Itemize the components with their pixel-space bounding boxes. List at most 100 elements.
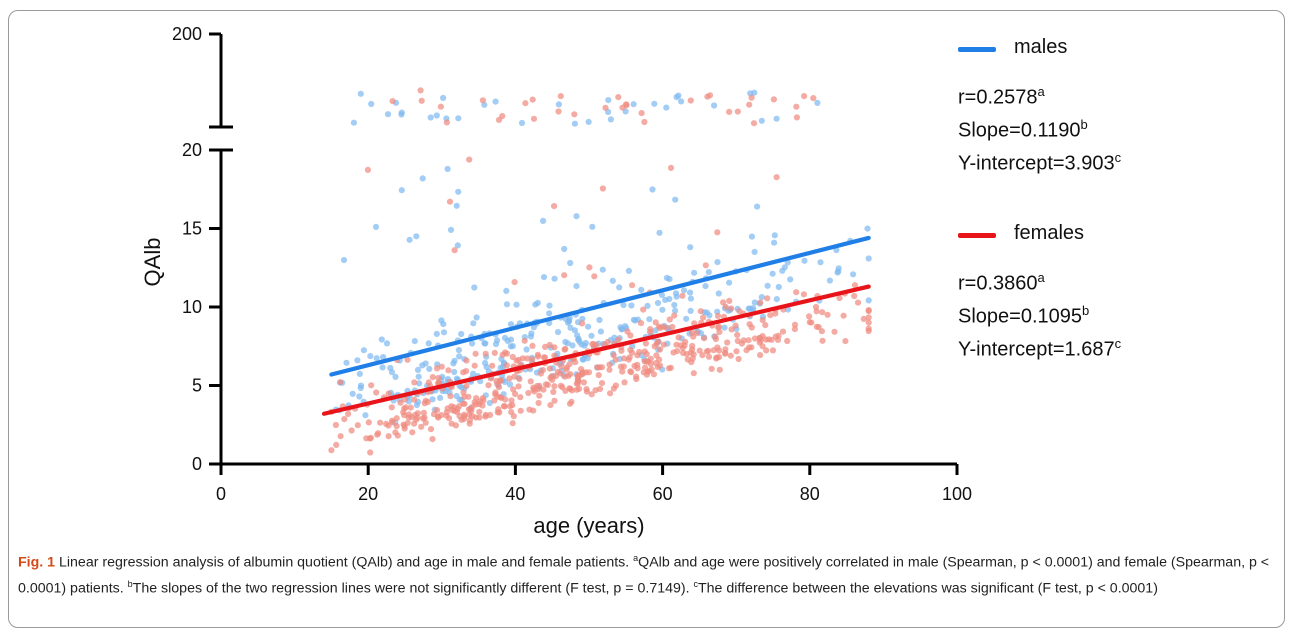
females-point [365,419,372,426]
females-point [772,310,779,317]
males-point [506,381,514,388]
males-outlier-point [673,94,680,101]
females-point [665,365,673,372]
females-point [418,423,425,430]
males-outlier-point [398,109,405,116]
females-point [377,419,384,426]
males-point [561,245,568,253]
females-point [546,365,553,372]
females-point [865,319,872,326]
females-point [411,379,418,386]
females-point [471,362,478,369]
males-point [471,284,478,291]
males-point [589,223,596,230]
males-outlier-point [384,111,392,118]
females-point [759,317,766,324]
males-point [513,301,520,308]
females-regression-line [321,284,871,416]
males-point [437,394,444,401]
males-outlier-point [751,89,758,96]
females-point [793,289,800,296]
females-point [806,313,813,320]
females-point [851,282,859,289]
males-point [599,266,606,273]
males-point [775,283,782,291]
females-point [627,368,634,375]
females-point [819,309,826,316]
males-outlier-point [607,116,615,123]
males-point [486,399,493,407]
males-outlier-point [350,119,357,126]
males-point [469,340,476,347]
females-point [393,423,400,430]
females-outlier-point [770,96,778,103]
males-point [456,353,463,360]
females-point [503,362,510,369]
females-point [637,320,645,327]
females-outlier-point [793,103,800,110]
females-point [596,385,604,393]
females-point [451,247,458,254]
females-point [420,409,427,416]
females-point [509,420,516,427]
males-point [433,330,440,337]
males-outlier-point [663,104,670,111]
females-point [634,365,641,372]
males-point [609,277,616,284]
males-point [751,248,758,255]
females-point [385,390,392,397]
females-point [705,353,713,360]
females-point [456,403,463,410]
males-point [343,359,350,366]
males-point [507,321,515,328]
males-point [771,239,778,246]
females-point [409,429,416,436]
males-point [769,270,776,277]
females-point [550,388,557,395]
females-point [660,341,668,348]
males-point [503,287,510,294]
males-point [771,232,778,239]
y-tick-label-200: 200 [172,24,202,44]
females-point [373,389,380,396]
figure-frame [8,10,1285,628]
females-point [535,399,542,407]
females-point [757,352,764,359]
females-point [388,404,395,411]
females-point [667,164,675,171]
females-point [461,400,468,407]
females-point [575,372,582,379]
females-point [607,390,614,397]
females-outlier-point [687,97,694,104]
females-point [643,358,650,365]
males-point [581,342,588,349]
females-point [446,198,454,205]
males-point [687,307,694,314]
females-point [447,393,454,400]
data-points [328,87,872,456]
females-point [563,366,570,373]
males-outlier-point [455,115,462,122]
females-point [463,357,470,364]
females-point [652,319,659,326]
males-point [422,360,429,367]
males-point [413,233,420,240]
females-outlier-point [746,101,753,108]
females-point [818,328,826,335]
females-point [651,343,658,350]
females-outlier-point [615,94,622,101]
males-point [406,236,413,243]
males-point [714,259,721,266]
females-point [337,379,344,386]
legend-swatch-females [958,233,996,238]
females-point [813,323,820,330]
males-point [567,324,574,331]
males-point [646,316,653,323]
males-point [354,357,361,364]
females-slope: Slope=0.1095b [958,303,1090,328]
females-point [690,370,697,377]
x-tick-label: 0 [216,484,226,504]
females-point [791,321,799,328]
females-outlier-point [641,118,648,126]
males-point [473,314,480,321]
